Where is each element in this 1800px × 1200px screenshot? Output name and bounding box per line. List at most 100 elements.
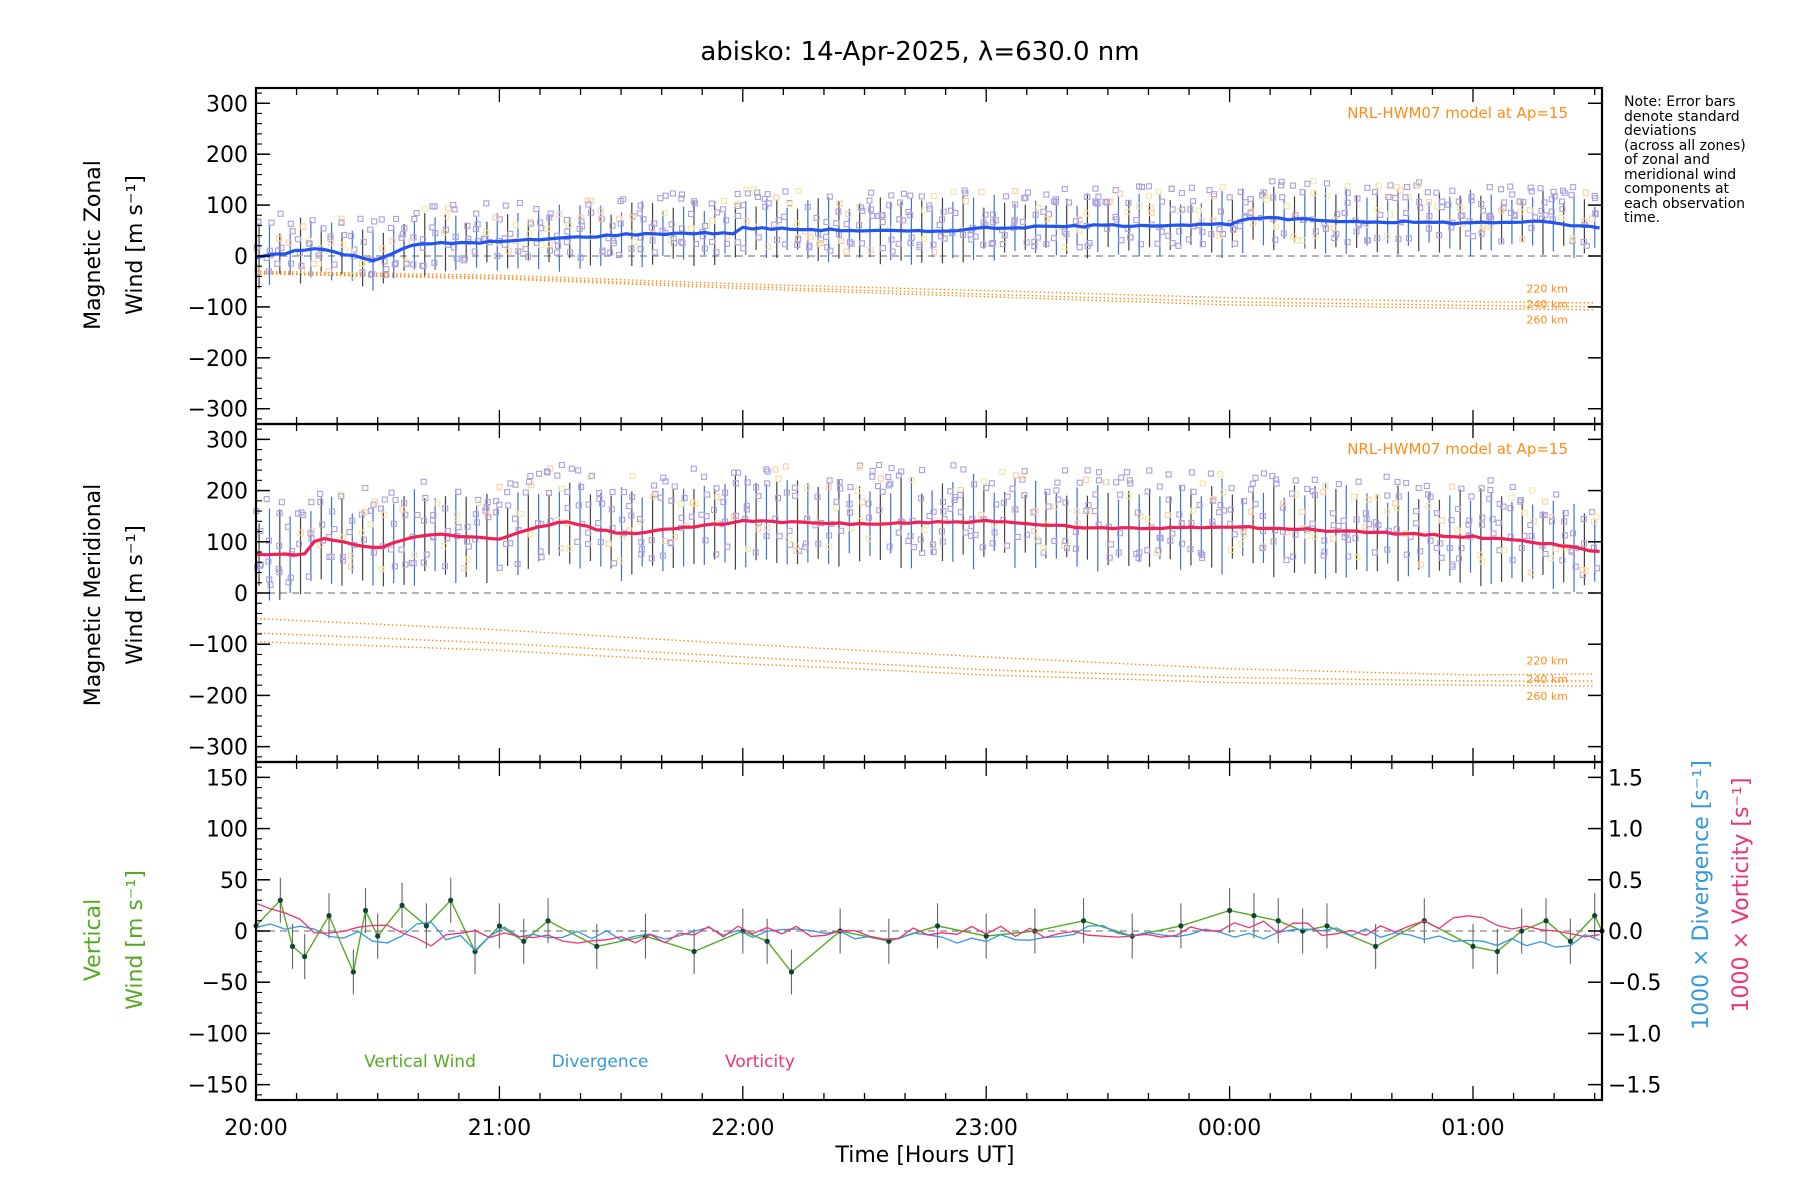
zone-marker xyxy=(879,218,886,226)
zone-marker xyxy=(1076,216,1083,223)
zone-marker xyxy=(340,557,347,564)
zone-marker xyxy=(988,240,995,247)
right-y-tick-label: 1.0 xyxy=(1608,818,1643,843)
zone-marker xyxy=(979,544,986,551)
zone-marker xyxy=(968,236,975,243)
zone-marker xyxy=(793,220,801,227)
zone-marker xyxy=(465,543,472,550)
zone-marker xyxy=(1137,513,1144,520)
zone-marker xyxy=(306,240,313,247)
zone-marker xyxy=(566,249,574,256)
zone-marker xyxy=(1083,210,1090,217)
zone-marker xyxy=(399,506,406,513)
zone-marker xyxy=(368,507,375,514)
zone-marker xyxy=(1454,527,1461,534)
note-line: (across all zones) xyxy=(1624,137,1746,154)
zone-marker xyxy=(1002,193,1010,200)
zone-marker xyxy=(1455,198,1462,205)
zone-marker xyxy=(1562,510,1569,517)
zone-marker xyxy=(429,203,436,210)
y-tick-label: −100 xyxy=(188,296,248,321)
zone-marker xyxy=(939,538,946,545)
zone-marker xyxy=(714,494,721,501)
zone-marker xyxy=(774,494,782,502)
zone-marker xyxy=(502,202,509,209)
zone-marker xyxy=(1526,207,1533,214)
zone-marker xyxy=(308,499,315,506)
zone-marker xyxy=(1034,234,1041,241)
svg-text:Wind [m s⁻¹]: Wind [m s⁻¹] xyxy=(123,175,148,315)
zone-marker xyxy=(367,226,374,233)
zone-marker xyxy=(1373,207,1381,214)
zone-marker xyxy=(957,486,964,494)
zone-marker xyxy=(1270,194,1277,201)
zone-marker xyxy=(1487,477,1494,484)
zone-marker xyxy=(957,509,965,516)
zone-marker xyxy=(327,239,334,246)
zone-marker xyxy=(473,210,480,217)
zone-marker xyxy=(1561,189,1568,196)
zone-marker xyxy=(651,220,658,227)
zone-marker xyxy=(1115,549,1122,556)
zone-marker xyxy=(1014,533,1021,541)
zone-marker xyxy=(720,206,727,213)
zone-marker xyxy=(1323,192,1330,199)
zone-marker xyxy=(1559,557,1566,564)
zone-marker xyxy=(507,480,514,487)
zone-marker xyxy=(1083,507,1090,514)
zone-marker xyxy=(1117,491,1124,498)
zone-marker xyxy=(1479,207,1487,214)
zone-marker xyxy=(1125,493,1132,500)
zone-marker xyxy=(423,551,430,558)
zone-marker xyxy=(1323,180,1331,187)
zone-marker xyxy=(681,494,688,502)
zone-marker xyxy=(1424,189,1431,196)
zone-marker xyxy=(1542,498,1549,505)
zone-marker xyxy=(1330,535,1337,542)
zone-marker xyxy=(856,464,863,471)
zone-marker xyxy=(393,215,400,223)
zone-marker xyxy=(616,557,623,564)
zone-marker xyxy=(743,186,750,193)
zone-marker xyxy=(484,498,491,505)
zone-marker xyxy=(1386,194,1393,201)
zone-marker xyxy=(668,221,675,228)
zone-marker xyxy=(1527,521,1534,529)
zone-marker xyxy=(1023,239,1030,246)
zone-marker xyxy=(980,478,987,485)
zone-marker xyxy=(869,212,876,219)
zone-marker xyxy=(889,248,896,255)
zone-marker xyxy=(629,493,636,501)
zone-marker xyxy=(1045,503,1052,510)
zone-marker xyxy=(638,519,645,526)
zone-marker xyxy=(720,499,727,506)
right-y-tick-label: −0.5 xyxy=(1608,971,1661,996)
zone-marker xyxy=(1320,489,1327,496)
zone-marker xyxy=(755,526,762,533)
zone-marker xyxy=(475,496,482,503)
zone-marker xyxy=(1438,517,1446,524)
zone-marker xyxy=(554,249,561,256)
zone-marker xyxy=(452,233,459,240)
zone-marker xyxy=(460,257,467,264)
zone-marker xyxy=(1417,548,1424,555)
zone-marker xyxy=(1188,519,1195,527)
zone-marker xyxy=(382,271,389,278)
note-line: time. xyxy=(1624,210,1661,226)
note-line: deviations xyxy=(1624,123,1697,139)
zone-marker xyxy=(735,469,742,476)
zone-marker xyxy=(1478,521,1485,528)
zone-marker xyxy=(546,247,553,254)
zone-marker xyxy=(660,474,667,481)
zone-marker xyxy=(607,249,614,256)
zone-marker xyxy=(1403,479,1410,487)
vertical-wind-point xyxy=(1567,938,1573,944)
zone-marker xyxy=(575,502,582,509)
zone-marker xyxy=(659,552,666,559)
y-tick-label: −100 xyxy=(188,1022,248,1047)
zone-marker xyxy=(1518,544,1525,551)
zone-marker xyxy=(978,188,985,196)
zone-marker xyxy=(387,224,394,231)
zone-marker xyxy=(1051,537,1058,544)
zone-marker xyxy=(637,246,644,253)
